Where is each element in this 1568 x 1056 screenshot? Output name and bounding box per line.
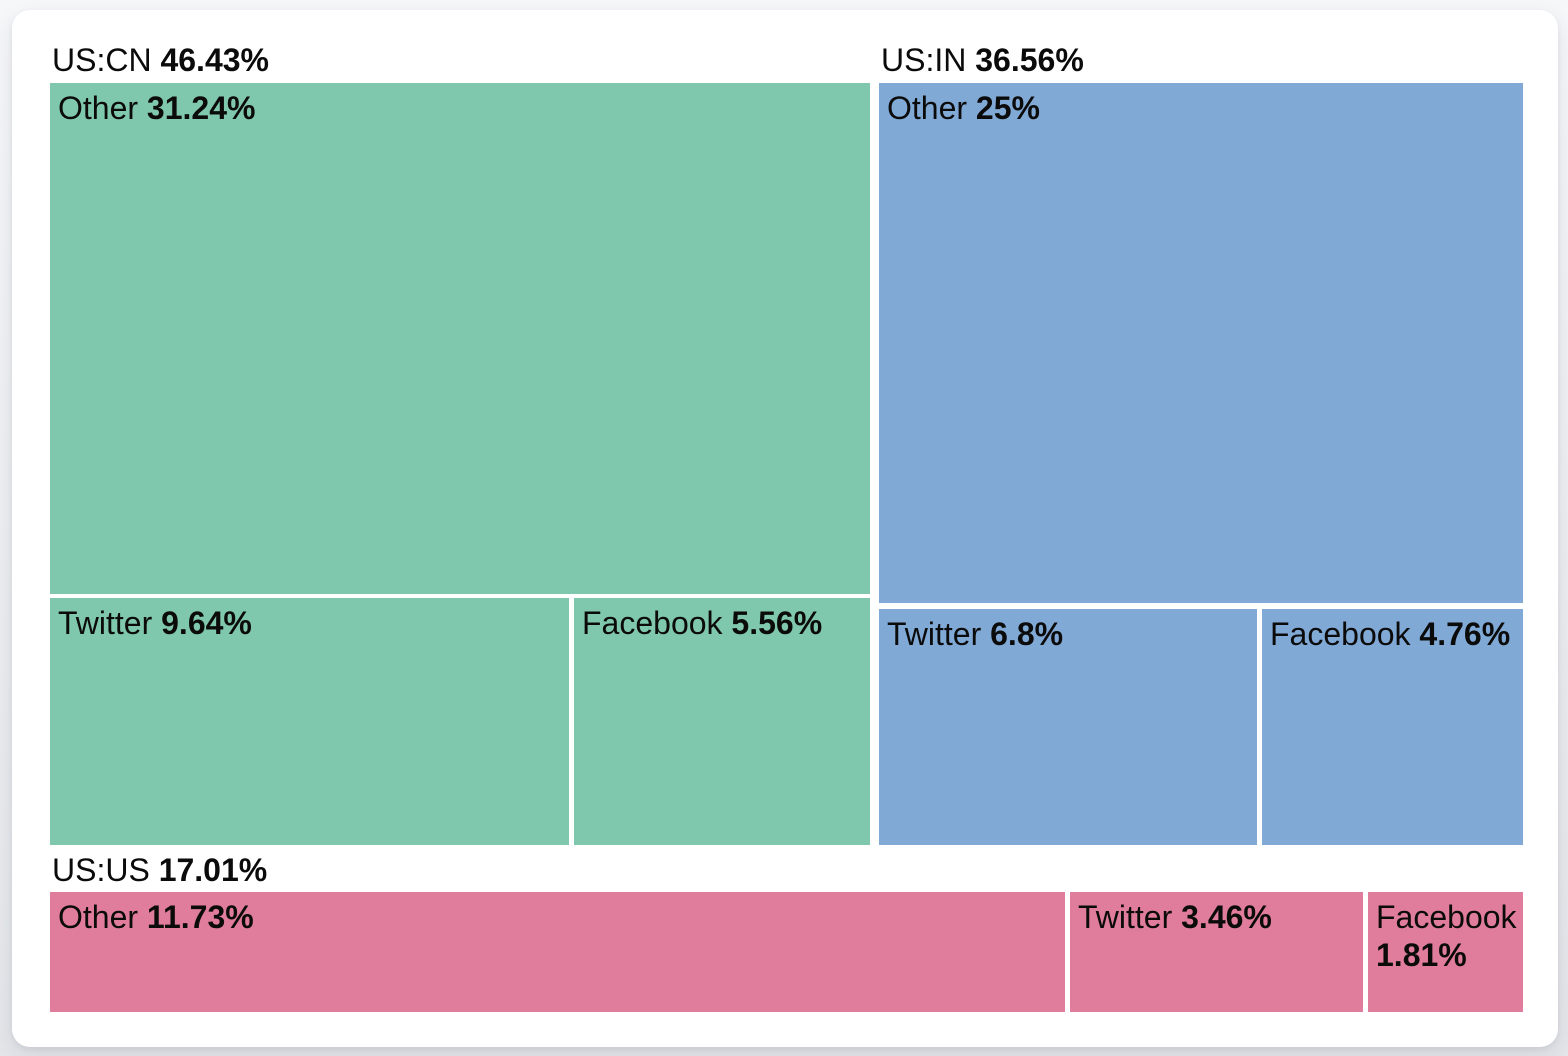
cell-name: Other	[58, 90, 139, 126]
treemap-cell-us-cn-twitter[interactable]: Twitter 9.64%	[50, 598, 569, 845]
cell-value: 9.64%	[161, 605, 252, 641]
treemap-cell-us-cn-other[interactable]: Other 31.24%	[50, 83, 870, 594]
cell-name: Other	[58, 899, 139, 935]
cell-name: Facebook	[1376, 899, 1517, 935]
group-value: 17.01%	[158, 852, 268, 888]
treemap-cell-us-cn-facebook[interactable]: Facebook 5.56%	[574, 598, 870, 845]
cell-name: Other	[887, 90, 968, 126]
treemap-card: US:CN 46.43% US:IN 36.56% US:US 17.01% O…	[12, 10, 1558, 1047]
cell-value: 25%	[975, 90, 1040, 126]
cell-name: Twitter	[58, 605, 153, 641]
cell-value: 31.24%	[146, 90, 256, 126]
cell-value: 4.76%	[1419, 616, 1511, 652]
cell-name: Facebook	[1270, 616, 1411, 652]
group-label-us-us: US:US 17.01%	[52, 852, 267, 888]
group-value: 36.56%	[975, 42, 1084, 78]
group-value: 46.43%	[160, 42, 269, 78]
treemap-cell-us-in-twitter[interactable]: Twitter 6.8%	[879, 609, 1257, 845]
cell-value: 1.81%	[1376, 937, 1467, 973]
treemap-cell-us-in-other[interactable]: Other 25%	[879, 83, 1523, 603]
cell-value: 6.8%	[990, 616, 1064, 652]
treemap-cell-us-us-facebook[interactable]: Facebook 1.81%	[1368, 892, 1523, 1012]
treemap-cell-us-us-other[interactable]: Other 11.73%	[50, 892, 1065, 1012]
group-name: US:US	[52, 852, 150, 888]
cell-value: 3.46%	[1181, 899, 1272, 935]
group-label-us-cn: US:CN 46.43%	[52, 42, 269, 78]
group-name: US:CN	[52, 42, 152, 78]
cell-value: 5.56%	[731, 605, 823, 641]
cell-name: Twitter	[1078, 899, 1173, 935]
cell-name: Twitter	[887, 616, 982, 652]
cell-value: 11.73%	[146, 899, 254, 935]
treemap-cell-us-us-twitter[interactable]: Twitter 3.46%	[1070, 892, 1363, 1012]
group-name: US:IN	[881, 42, 967, 78]
treemap-cell-us-in-facebook[interactable]: Facebook 4.76%	[1262, 609, 1523, 845]
treemap-chart: US:CN 46.43% US:IN 36.56% US:US 17.01% O…	[50, 35, 1523, 1012]
group-label-us-in: US:IN 36.56%	[881, 42, 1084, 78]
cell-name: Facebook	[582, 605, 723, 641]
